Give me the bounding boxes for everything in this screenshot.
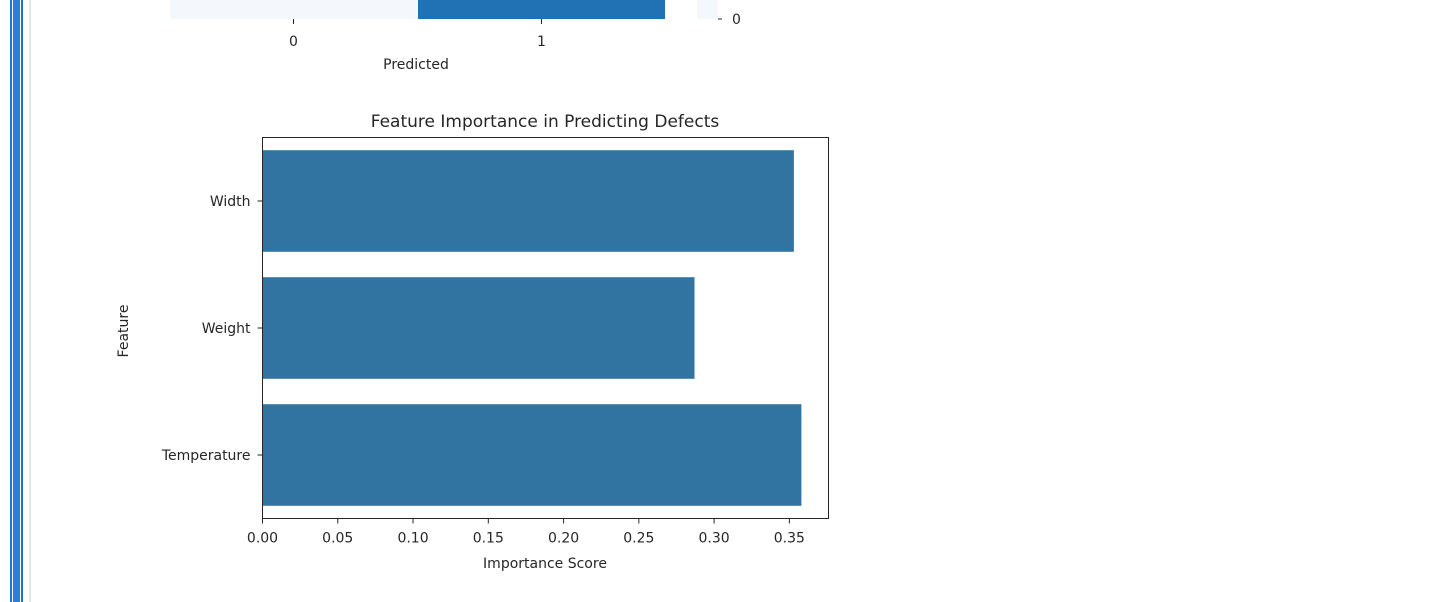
y-tick-label-weight: Weight <box>202 321 251 337</box>
chart-title: Feature Importance in Predicting Defects <box>371 112 720 132</box>
cm-cell-1 <box>418 0 665 19</box>
bar-weight <box>262 277 695 379</box>
cm-cell-0 <box>170 0 418 19</box>
x-tick-label-1: 0.05 <box>322 531 353 547</box>
x-axis-label: Importance Score <box>483 556 607 572</box>
y-axis: Width Weight Temperature <box>161 194 263 464</box>
x-tick-label-2: 0.10 <box>397 531 428 547</box>
cm-colorbar-tick-label: 0 <box>732 12 741 28</box>
x-tick-label-4: 0.20 <box>548 531 579 547</box>
y-axis-label: Feature <box>116 305 132 358</box>
cm-xlabel: Predicted <box>383 57 449 73</box>
confusion-matrix-fragment: 0 0 1 Predicted <box>170 0 741 73</box>
x-axis: 0.00 0.05 0.10 0.15 0.20 0.25 0.30 0.35 <box>247 518 805 547</box>
x-tick-label-6: 0.30 <box>699 531 730 547</box>
cm-colorbar <box>697 0 718 19</box>
x-tick-label-3: 0.15 <box>473 531 504 547</box>
x-tick-label-5: 0.25 <box>623 531 654 547</box>
bars-group <box>262 150 802 506</box>
cm-xtick-label-1: 1 <box>537 34 546 50</box>
y-tick-label-temperature: Temperature <box>161 448 251 464</box>
cell-edge <box>29 0 31 602</box>
cm-xtick-label-0: 0 <box>289 34 298 50</box>
plot-frame <box>262 137 829 519</box>
y-tick-label-width: Width <box>210 194 251 210</box>
cell-selection-bar-inner <box>12 0 21 602</box>
feature-importance-chart: Feature Importance in Predicting Defects… <box>116 112 829 572</box>
x-tick-label-0: 0.00 <box>247 531 278 547</box>
x-tick-label-7: 0.35 <box>774 531 805 547</box>
bar-temperature <box>262 404 802 506</box>
bar-width <box>262 150 794 252</box>
